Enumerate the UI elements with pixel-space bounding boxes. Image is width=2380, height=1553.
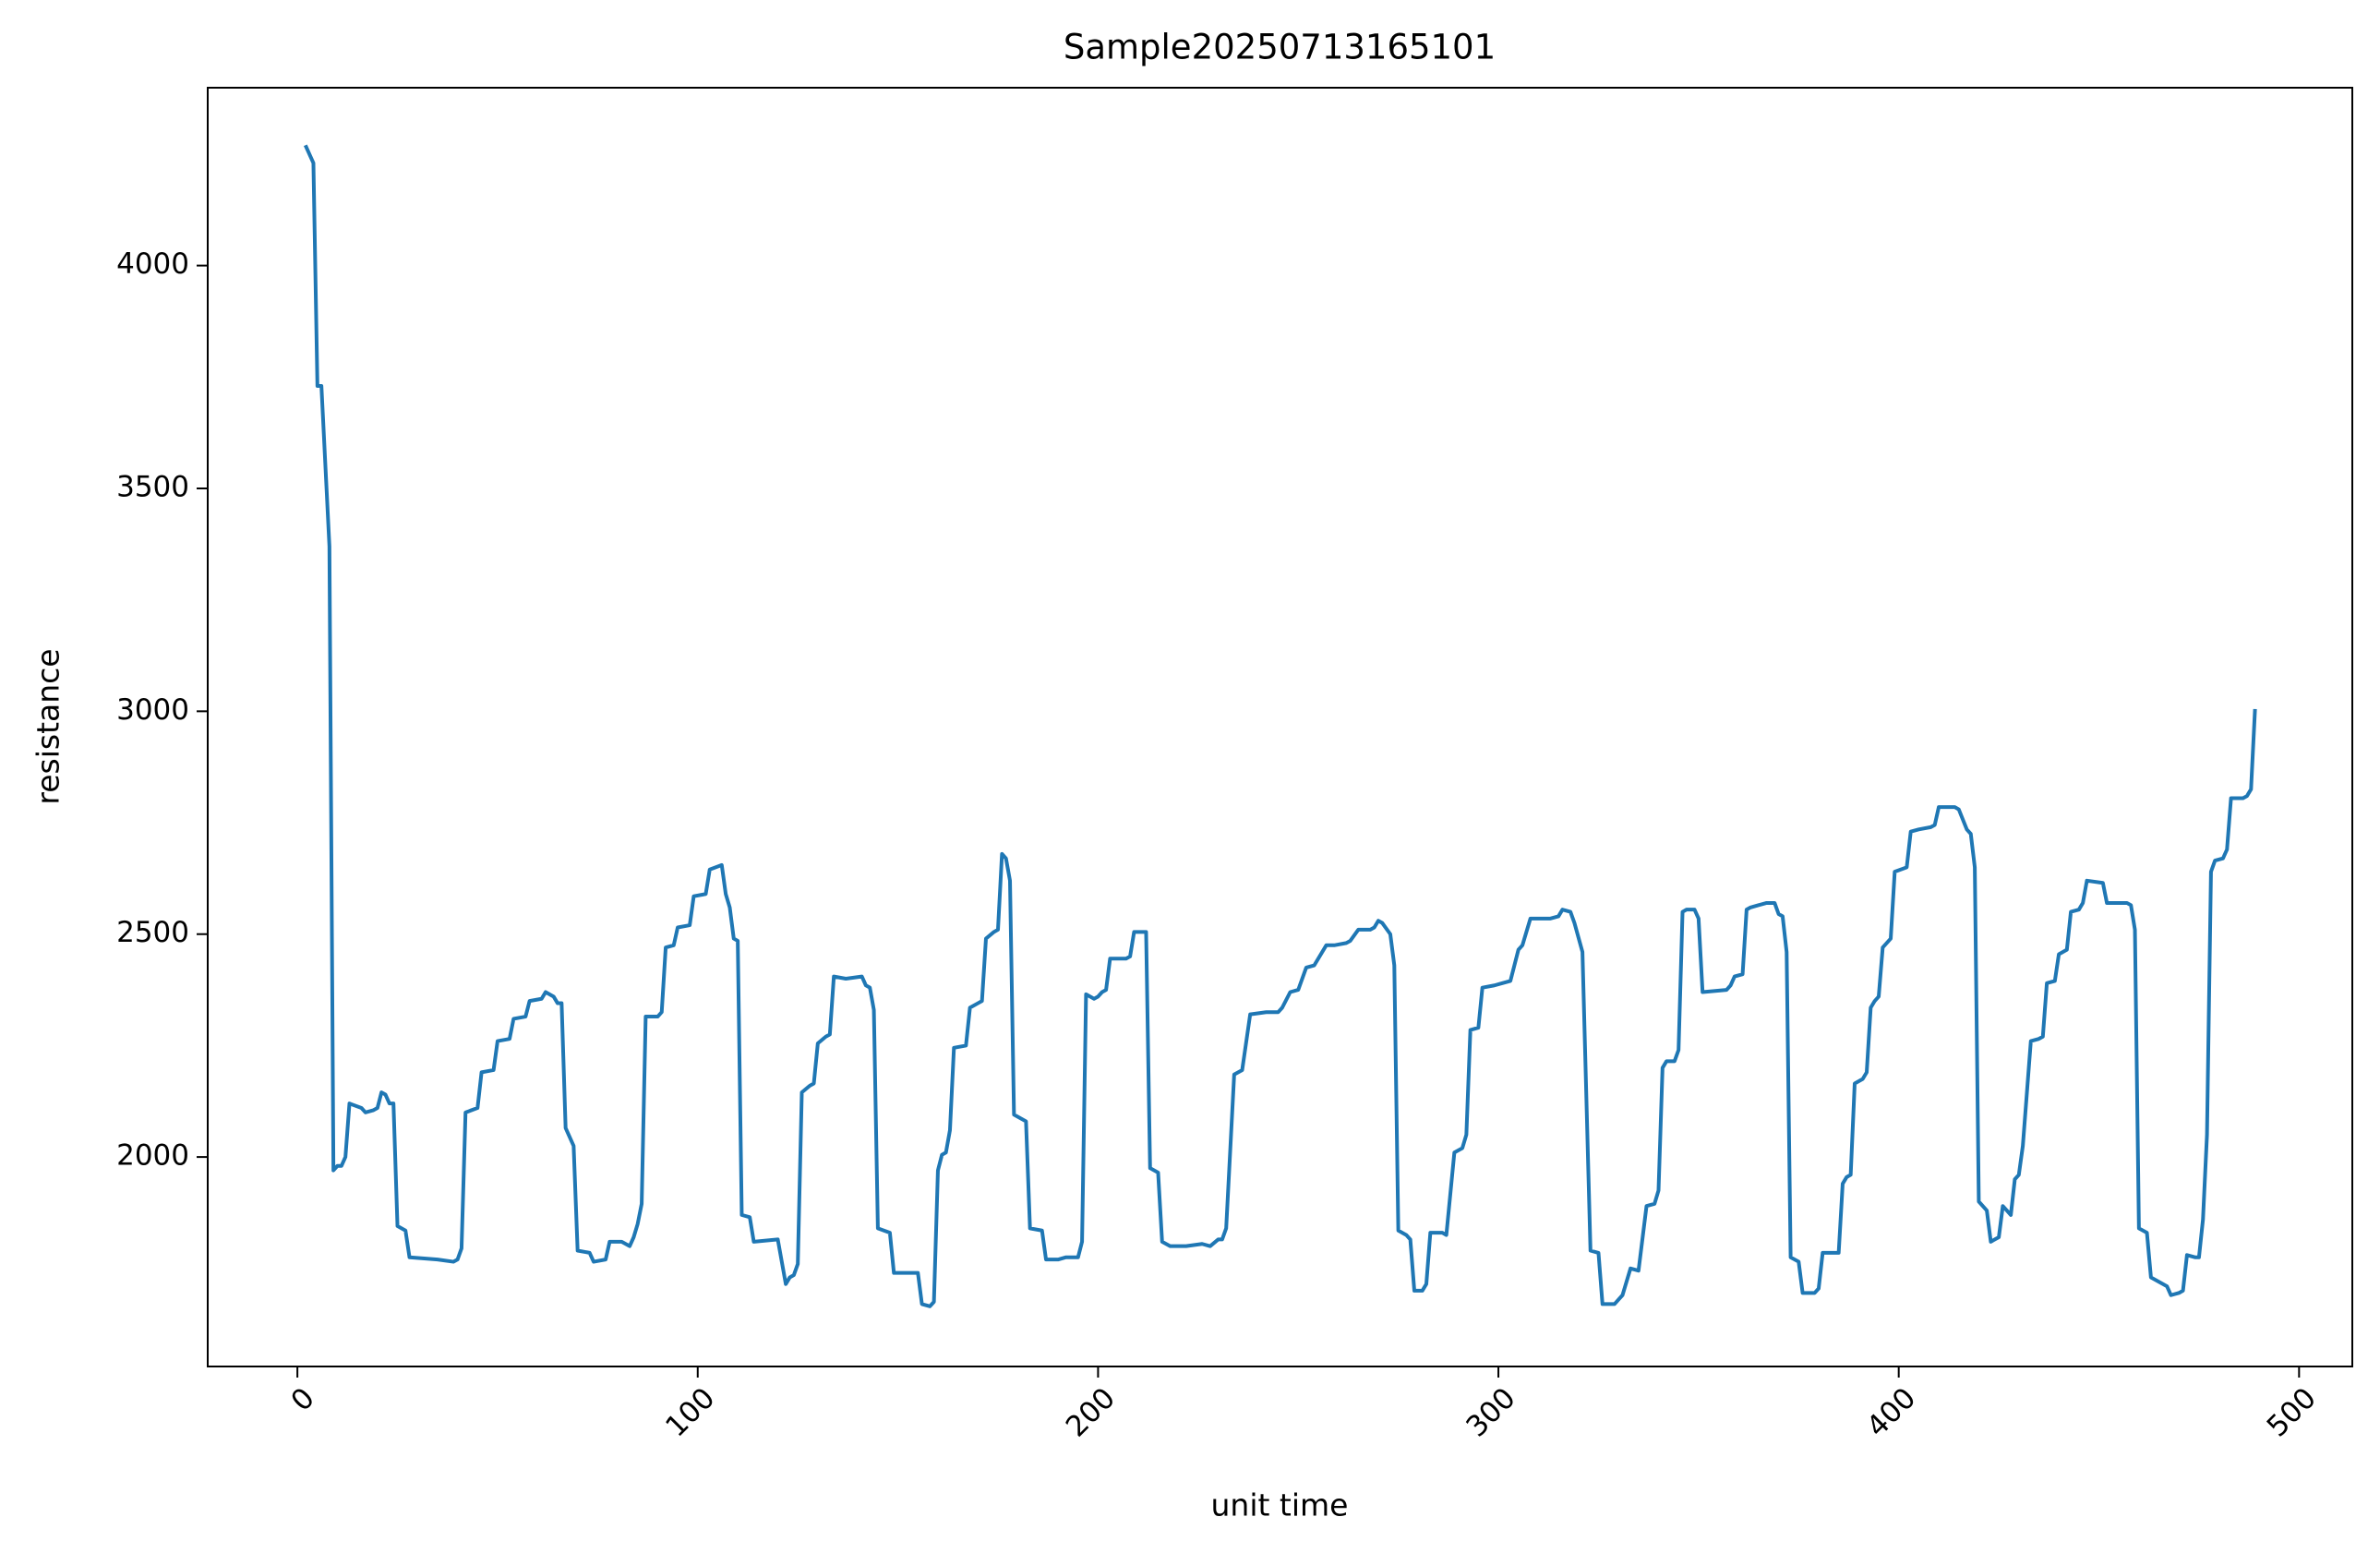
y-tick-label: 3500	[116, 470, 189, 503]
y-tick-label: 2000	[116, 1139, 189, 1173]
y-tick-label: 3000	[116, 693, 189, 727]
y-tick-label: 4000	[116, 247, 189, 281]
y-axis-label: resistance	[30, 648, 66, 804]
data-line	[303, 144, 2257, 1308]
y-tick-label: 2500	[116, 916, 189, 949]
plot-frame	[207, 87, 2353, 1367]
chart-title: Sample20250713165101	[1064, 28, 1496, 67]
x-axis-label: unit time	[1211, 1487, 1349, 1523]
